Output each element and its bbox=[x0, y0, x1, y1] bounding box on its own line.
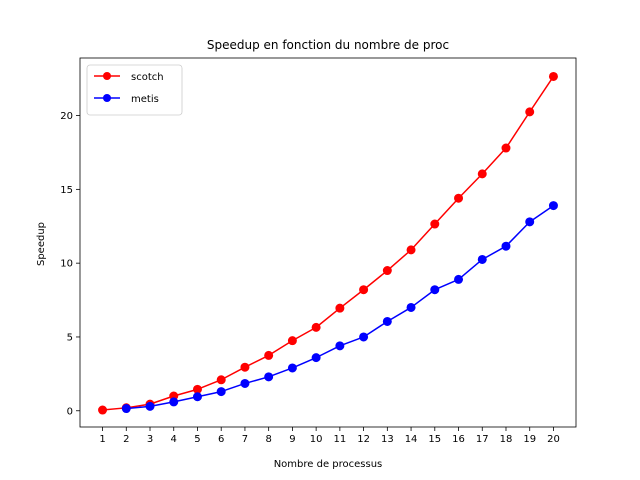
data-point-metis bbox=[169, 397, 179, 407]
data-point-metis bbox=[240, 378, 250, 388]
legend-marker-metis bbox=[103, 94, 111, 102]
axes-frame bbox=[79, 57, 577, 428]
x-tick-label: 15 bbox=[428, 434, 441, 445]
x-tick-label: 18 bbox=[500, 434, 513, 445]
x-tick-label: 8 bbox=[265, 434, 271, 445]
data-point-scotch bbox=[477, 169, 487, 179]
data-point-metis bbox=[525, 217, 535, 227]
data-point-metis bbox=[501, 241, 511, 251]
data-point-metis bbox=[121, 404, 131, 414]
x-tick-label: 5 bbox=[194, 434, 200, 445]
data-point-metis bbox=[287, 363, 297, 373]
legend: scotch metis bbox=[86, 64, 183, 116]
data-point-scotch bbox=[406, 245, 416, 255]
x-tick-label: 3 bbox=[147, 434, 153, 445]
x-tick-label: 19 bbox=[523, 434, 536, 445]
data-point-metis bbox=[406, 302, 416, 312]
x-tick-label: 9 bbox=[289, 434, 295, 445]
chart-title: Speedup en fonction du nombre de proc bbox=[207, 38, 449, 52]
data-point-scotch bbox=[430, 219, 440, 229]
data-point-scotch bbox=[264, 350, 274, 360]
data-point-metis bbox=[454, 274, 464, 284]
data-point-metis bbox=[477, 254, 487, 264]
x-tick-label: 7 bbox=[242, 434, 248, 445]
data-point-scotch bbox=[335, 303, 345, 313]
data-point-scotch bbox=[501, 143, 511, 153]
x-tick-label: 12 bbox=[357, 434, 370, 445]
x-tick-label: 10 bbox=[310, 434, 323, 445]
data-point-scotch bbox=[240, 362, 250, 372]
legend-label-scotch: scotch bbox=[131, 72, 164, 83]
data-point-metis bbox=[359, 332, 369, 342]
legend-box bbox=[86, 64, 183, 116]
y-tick-label: 15 bbox=[60, 185, 73, 196]
y-tick-label: 0 bbox=[67, 406, 73, 417]
x-tick-label: 20 bbox=[547, 434, 560, 445]
data-point-metis bbox=[145, 401, 155, 411]
x-axis-label: Nombre de processus bbox=[274, 459, 383, 470]
data-point-metis bbox=[264, 372, 274, 382]
x-tick-label: 17 bbox=[476, 434, 489, 445]
data-point-metis bbox=[382, 316, 392, 326]
data-point-scotch bbox=[548, 71, 558, 81]
data-point-metis bbox=[335, 341, 345, 351]
data-point-metis bbox=[548, 201, 558, 211]
data-point-metis bbox=[311, 353, 321, 363]
x-tick-label: 2 bbox=[123, 434, 129, 445]
data-point-scotch bbox=[287, 336, 297, 346]
data-point-scotch bbox=[454, 193, 464, 203]
x-tick-label: 14 bbox=[405, 434, 418, 445]
data-point-scotch bbox=[382, 266, 392, 276]
data-point-scotch bbox=[525, 107, 535, 117]
y-tick-label: 5 bbox=[67, 332, 73, 343]
data-point-scotch bbox=[311, 322, 321, 332]
x-tick-label: 1 bbox=[99, 434, 105, 445]
data-point-scotch bbox=[359, 285, 369, 295]
data-point-scotch bbox=[216, 375, 226, 385]
x-tick-label: 11 bbox=[333, 434, 346, 445]
data-point-scotch bbox=[98, 405, 108, 415]
x-tick-label: 6 bbox=[218, 434, 224, 445]
data-point-metis bbox=[216, 387, 226, 397]
data-point-scotch bbox=[192, 384, 202, 394]
plot-area bbox=[98, 71, 558, 415]
x-tick-label: 16 bbox=[452, 434, 465, 445]
y-tick-label: 20 bbox=[60, 111, 73, 122]
y-axis-label: Speedup bbox=[36, 222, 47, 266]
legend-marker-scotch bbox=[103, 72, 111, 80]
y-tick-label: 10 bbox=[60, 259, 73, 270]
data-point-metis bbox=[430, 285, 440, 295]
legend-label-metis: metis bbox=[131, 94, 159, 105]
data-point-metis bbox=[192, 392, 202, 402]
x-tick-label: 4 bbox=[171, 434, 177, 445]
x-tick-label: 13 bbox=[381, 434, 394, 445]
